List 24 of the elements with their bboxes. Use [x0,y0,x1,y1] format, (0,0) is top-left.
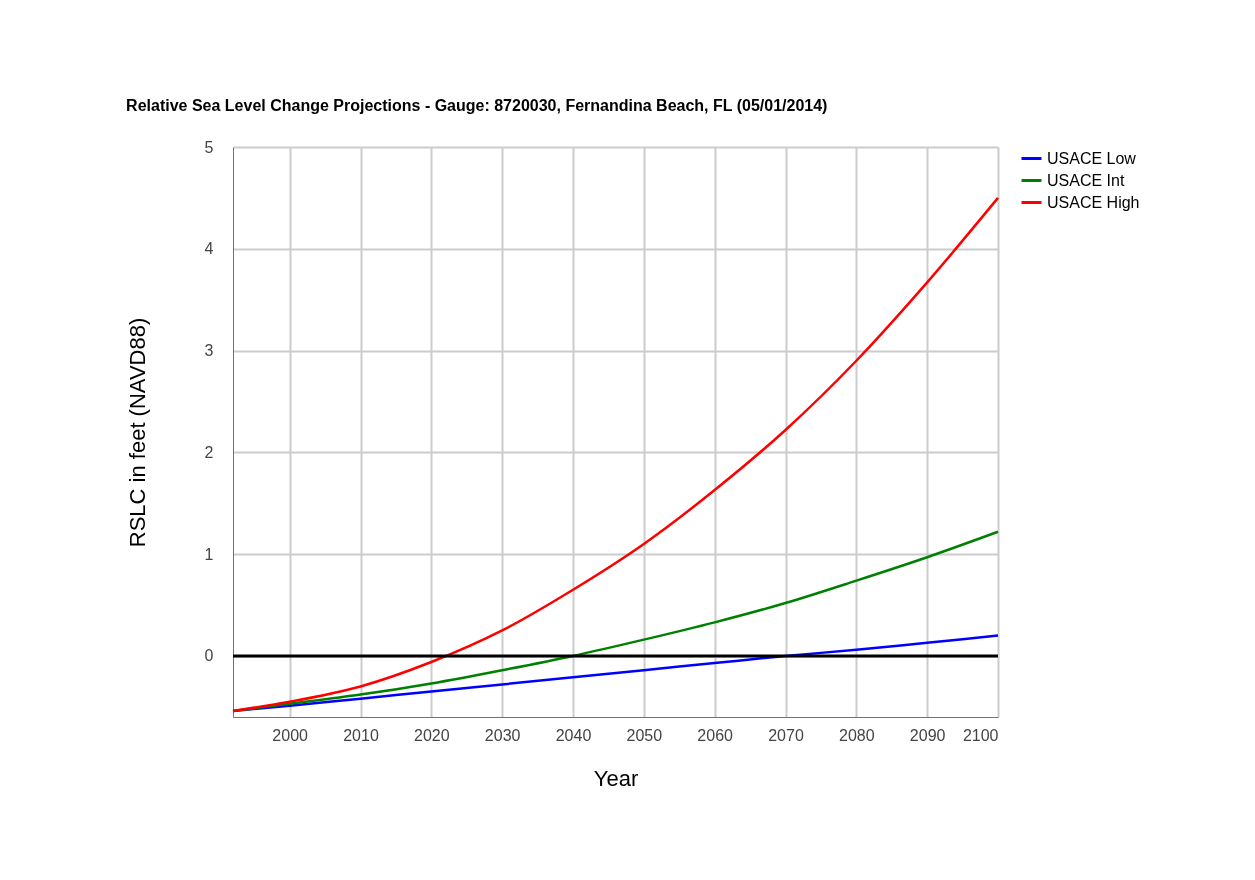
x-axis-title: Year [593,765,639,791]
y-tick-label: 5 [204,138,214,156]
x-tick-label: 2090 [909,726,946,744]
chart-title: Relative Sea Level Change Projections - Gauge: 8720030, Fernandina Beach, FL (05/01/2014) [126,97,828,114]
x-tick-label: 2010 [343,726,379,744]
x-tick-label: 2100 [962,726,999,744]
legend-label: USACE High [1047,193,1140,211]
x-tick-label: 2080 [839,726,875,744]
y-tick-label: 2 [204,443,214,461]
x-tick-label: 2050 [626,726,663,744]
x-tick-label: 2060 [697,726,734,744]
y-tick-label: 1 [204,545,214,563]
x-tick-label: 2040 [555,726,592,744]
y-tick-label: 3 [204,342,214,360]
x-tick-label: 2020 [414,726,450,744]
line-series [231,196,1000,713]
legend-label: USACE Int [1047,171,1125,189]
x-tick-label: 2030 [484,726,521,744]
x-tick-label: 2000 [272,726,309,744]
y-tick-label: 0 [204,647,214,665]
legend-label: USACE Low [1047,149,1137,167]
x-tick-label: 2070 [768,726,804,744]
y-tick-label: 4 [204,240,214,258]
y-axis-title: RSLC in feet (NAVD88) [124,317,150,548]
